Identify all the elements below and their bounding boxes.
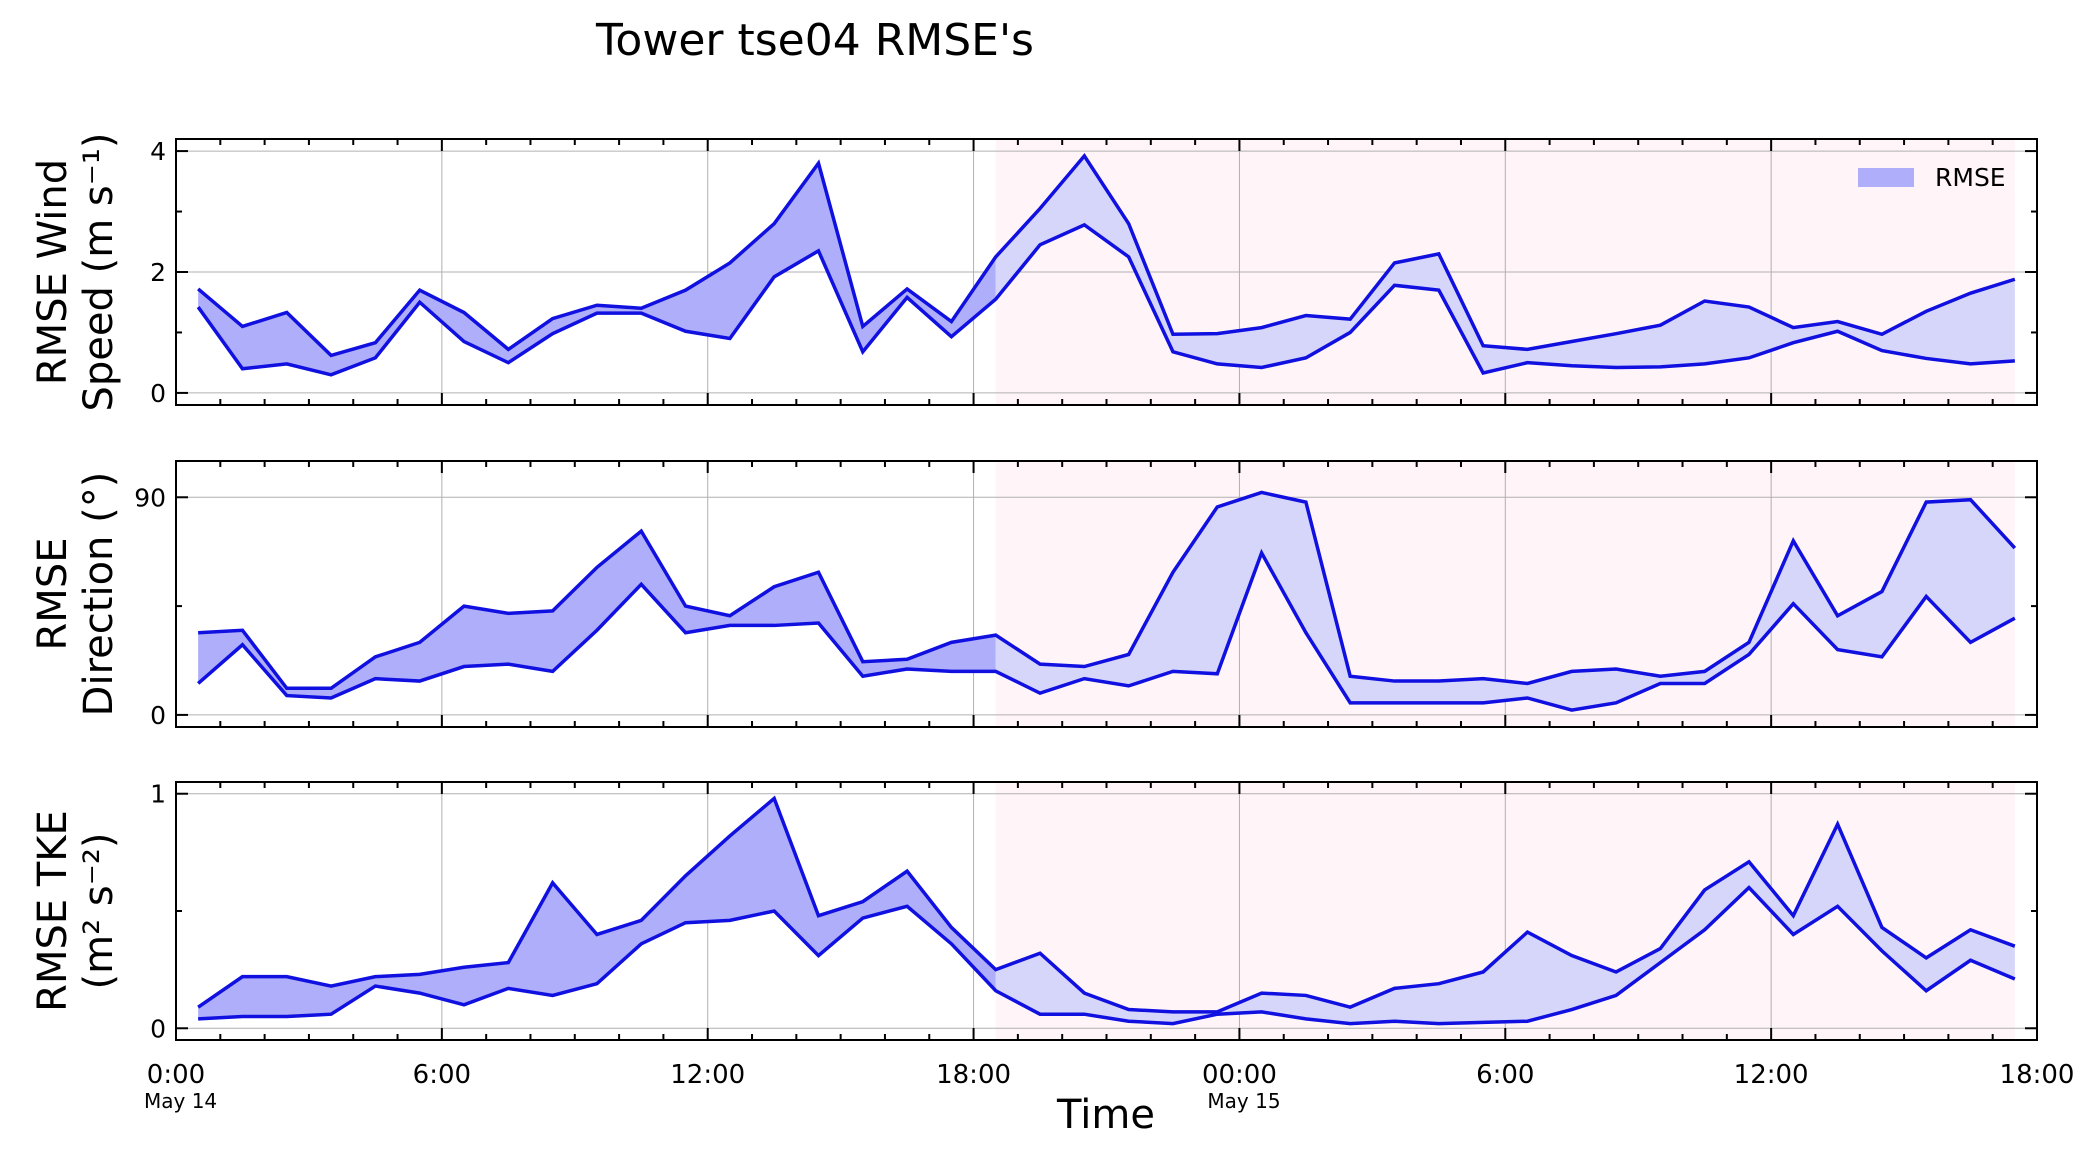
rmse-band — [198, 163, 996, 375]
y-axis-label-line2: (m² s⁻²) — [76, 833, 122, 990]
panel-2: 0 90 RMSE Direction (°) — [30, 460, 2038, 730]
x-tick-label: 00:00 — [1202, 1060, 1277, 1090]
series-line-1 — [197, 153, 2016, 358]
figure-title: Tower tse04 RMSE's — [595, 15, 1034, 66]
y-tick-label: 0 — [150, 1014, 166, 1043]
panel-3: 0 1 RMSE TKE (m² s⁻²) — [30, 780, 2038, 1043]
x-axis-label: Time — [1056, 1092, 1155, 1138]
y-tick-label: 2 — [150, 258, 166, 287]
y-tick-label: 4 — [150, 137, 166, 166]
y-tick-label: 1 — [150, 780, 166, 809]
rmse-band — [198, 798, 996, 1019]
y-tick-label: 90 — [134, 483, 166, 512]
x-axis: 0:00 6:00 12:00 18:00 00:00 6:00 12:00 18:00 May… — [144, 1060, 2074, 1113]
rmse-band — [995, 824, 2015, 1024]
y-tick-label: 0 — [150, 379, 166, 408]
legend-label: RMSE — [1935, 163, 2006, 192]
rmse-band — [198, 531, 996, 698]
series-line-2 — [196, 222, 2015, 377]
x-tick-label: 12:00 — [670, 1060, 745, 1090]
series-line-1 — [197, 795, 2016, 1014]
y-axis-label-line2: Direction (°) — [76, 472, 122, 717]
x-tick-label: 6:00 — [413, 1060, 471, 1090]
y-axis-label-line1: RMSE TKE — [30, 810, 76, 1012]
legend-swatch — [1858, 168, 1914, 187]
x-tick-label: 18:00 — [2000, 1060, 2075, 1090]
x-date-label: May 15 — [1207, 1089, 1280, 1113]
x-date-label: May 14 — [144, 1089, 217, 1113]
x-tick-label: 18:00 — [936, 1060, 1011, 1090]
series-line-1 — [198, 490, 2017, 691]
y-axis-label-line1: RMSE — [30, 538, 76, 651]
rmse-band — [995, 155, 2015, 373]
y-axis-label-line1: RMSE Wind — [30, 159, 76, 385]
x-tick-label: 0:00 — [147, 1060, 205, 1090]
series-line-2 — [197, 548, 2016, 712]
y-axis-label-line2: Speed (m s⁻¹) — [76, 133, 122, 412]
series-line-2 — [198, 885, 2016, 1026]
rmse-band — [995, 492, 2015, 711]
x-tick-label: 6:00 — [1476, 1060, 1534, 1090]
panel-1: 0 2 4 RMSE Wind Speed (m s⁻¹) — [30, 133, 2038, 412]
y-tick-label: 0 — [150, 701, 166, 730]
legend: RMSE — [1858, 163, 2006, 192]
x-tick-label: 12:00 — [1734, 1060, 1809, 1090]
